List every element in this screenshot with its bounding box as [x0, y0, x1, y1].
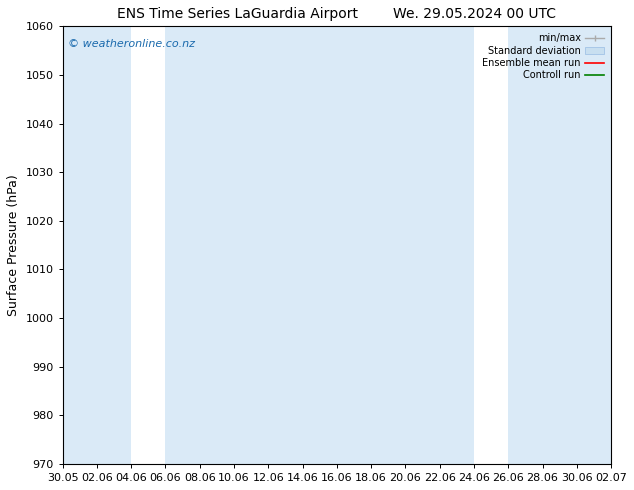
Bar [131, 26, 165, 464]
Bar [406, 26, 440, 464]
Bar [302, 26, 337, 464]
Text: © weatheronline.co.nz: © weatheronline.co.nz [68, 39, 195, 49]
Bar [474, 26, 508, 464]
Bar [337, 26, 371, 464]
Bar [63, 26, 97, 464]
Title: ENS Time Series LaGuardia Airport        We. 29.05.2024 00 UTC: ENS Time Series LaGuardia Airport We. 29… [117, 7, 557, 21]
Bar [508, 26, 543, 464]
Bar [97, 26, 131, 464]
Bar [200, 26, 234, 464]
Bar [543, 26, 577, 464]
Bar [440, 26, 474, 464]
Legend: min/max, Standard deviation, Ensemble mean run, Controll run: min/max, Standard deviation, Ensemble me… [481, 31, 606, 82]
Bar [371, 26, 406, 464]
Bar [165, 26, 200, 464]
Bar [577, 26, 611, 464]
Y-axis label: Surface Pressure (hPa): Surface Pressure (hPa) [7, 174, 20, 316]
Bar [234, 26, 268, 464]
Bar [268, 26, 302, 464]
